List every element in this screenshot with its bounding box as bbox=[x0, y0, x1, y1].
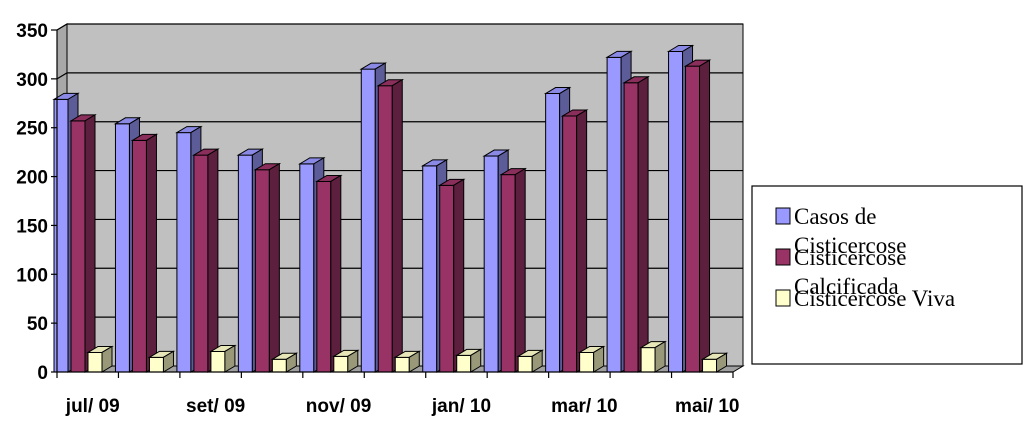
legend-item: Cisticercose Viva bbox=[775, 286, 955, 311]
bar bbox=[192, 148, 220, 373]
legend-label: Calcificada bbox=[794, 274, 899, 299]
bar bbox=[315, 174, 343, 373]
x-tick-label: set/ 09 bbox=[186, 396, 245, 417]
legend-label: Cisticercose bbox=[794, 233, 906, 258]
legend-item: Casos de Cisticercose bbox=[775, 204, 906, 258]
y-tick-label: 100 bbox=[16, 265, 48, 286]
legend-label: Cisticercose Viva bbox=[794, 286, 955, 311]
bar bbox=[332, 349, 360, 373]
bar bbox=[270, 352, 299, 373]
bar bbox=[499, 167, 527, 373]
y-tick-label: 350 bbox=[16, 21, 48, 42]
bar bbox=[639, 340, 667, 373]
legend-swatch bbox=[775, 289, 791, 307]
x-tick-label: mar/ 10 bbox=[551, 396, 618, 417]
bar bbox=[253, 162, 282, 373]
bar bbox=[454, 348, 483, 373]
x-tick-label: jan/ 10 bbox=[431, 396, 491, 417]
gridline bbox=[56, 72, 743, 80]
x-tick-label: jul/ 09 bbox=[65, 396, 120, 417]
bar bbox=[700, 352, 729, 373]
legend-swatch bbox=[775, 207, 791, 225]
y-tick-label: 200 bbox=[16, 168, 48, 189]
bar bbox=[130, 133, 159, 373]
y-tick-label: 250 bbox=[16, 119, 48, 140]
bar bbox=[147, 350, 176, 373]
legend-box bbox=[751, 185, 1023, 365]
legend-swatch bbox=[775, 248, 791, 266]
y-tick-label: 150 bbox=[16, 216, 48, 237]
bar bbox=[437, 178, 466, 373]
bar bbox=[622, 75, 650, 373]
bar bbox=[683, 59, 712, 373]
y-tick-label: 0 bbox=[37, 363, 48, 384]
bar bbox=[516, 349, 544, 373]
bar bbox=[393, 350, 422, 373]
x-axis: jul/ 09 set/ 09 nov/ 09 jan/ 10 mar/ 10 mai/ … bbox=[56, 371, 739, 417]
x-tick-label: mai/ 10 bbox=[675, 396, 739, 417]
bar bbox=[577, 345, 606, 373]
gridline bbox=[56, 23, 743, 31]
y-tick-label: 50 bbox=[27, 314, 48, 335]
x-tick-label: nov/ 09 bbox=[306, 396, 371, 417]
legend-label: Cisticercose bbox=[794, 245, 906, 270]
legend-label: Casos de bbox=[794, 204, 876, 229]
bar bbox=[560, 109, 589, 373]
bar bbox=[69, 113, 97, 373]
plot-area bbox=[52, 23, 745, 373]
legend-item: Cisticercose Calcificada bbox=[775, 245, 906, 299]
y-axis: 0 50 100 150 200 250 300 350 bbox=[16, 21, 58, 384]
bar bbox=[209, 344, 237, 373]
bar bbox=[86, 345, 114, 373]
y-tick-label: 300 bbox=[16, 70, 48, 91]
bar bbox=[376, 78, 405, 373]
